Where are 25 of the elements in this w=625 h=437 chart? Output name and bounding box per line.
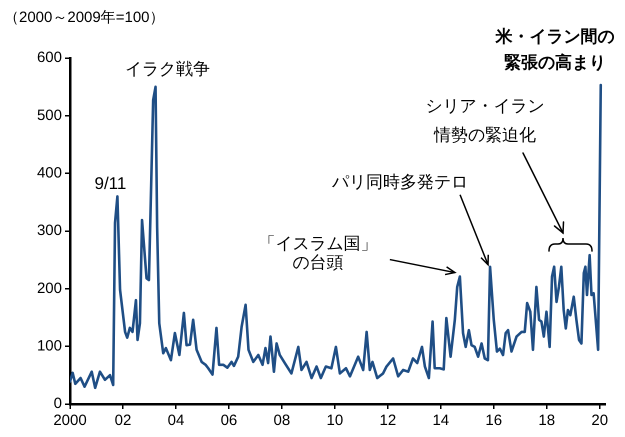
y-tick-label: 100: [36, 337, 62, 354]
annotation: 「イスラム国」の台頭: [258, 234, 378, 272]
annotation: 米・イラン間の緊張の高まり: [494, 26, 614, 72]
x-tick-label: 14: [432, 412, 450, 430]
annotation: パリ同時多発テロ: [331, 172, 468, 192]
x-tick-label: 16: [485, 412, 502, 430]
annotation: 9/11: [94, 174, 126, 194]
annotation: シリア・イラン情勢の緊迫化: [426, 96, 544, 145]
x-tick-label: 08: [274, 412, 290, 430]
x-tick-label: 20: [591, 412, 608, 430]
x-tick-label: 18: [538, 412, 556, 430]
y-tick-label: 200: [36, 280, 62, 297]
x-tick-label: 04: [168, 412, 184, 430]
x-tick-label: 06: [220, 412, 238, 430]
y-tick-label: 400: [36, 164, 62, 182]
y-axis-title: （2000～2009年=100）: [4, 9, 165, 26]
y-tick-label: 500: [36, 106, 62, 124]
x-tick-label: 2000: [53, 412, 87, 430]
y-tick-label: 300: [36, 222, 62, 240]
annotation: イラク戦争: [125, 60, 210, 79]
x-tick-label: 12: [379, 412, 396, 430]
y-tick-label: 0: [54, 395, 62, 412]
x-tick-label: 02: [114, 412, 132, 430]
y-tick-label: 600: [36, 49, 62, 66]
x-tick-label: 10: [326, 412, 344, 430]
